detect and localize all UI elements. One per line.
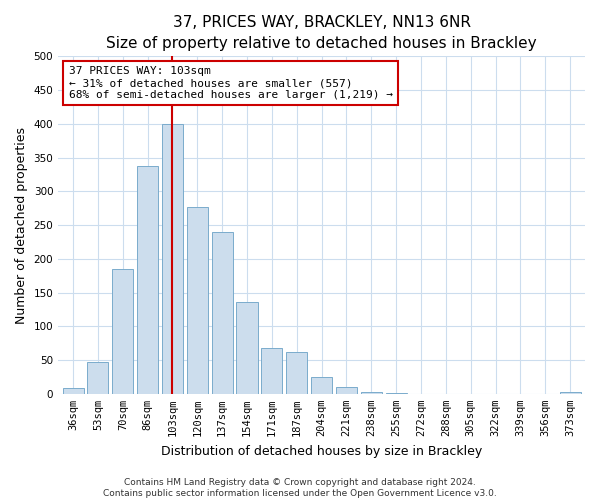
Text: Contains HM Land Registry data © Crown copyright and database right 2024.
Contai: Contains HM Land Registry data © Crown c… [103, 478, 497, 498]
X-axis label: Distribution of detached houses by size in Brackley: Distribution of detached houses by size … [161, 444, 482, 458]
Bar [286, 352, 307, 394]
Bar [361, 392, 382, 394]
Bar [262, 348, 283, 394]
Bar [162, 124, 183, 394]
Bar [236, 302, 257, 394]
Bar [88, 362, 109, 394]
Bar [311, 377, 332, 394]
Bar [137, 166, 158, 394]
Title: 37, PRICES WAY, BRACKLEY, NN13 6NR
Size of property relative to detached houses : 37, PRICES WAY, BRACKLEY, NN13 6NR Size … [106, 15, 537, 51]
Bar [187, 207, 208, 394]
Text: 37 PRICES WAY: 103sqm
← 31% of detached houses are smaller (557)
68% of semi-det: 37 PRICES WAY: 103sqm ← 31% of detached … [69, 66, 393, 100]
Bar [560, 392, 581, 394]
Bar [62, 388, 83, 394]
Bar [336, 387, 357, 394]
Bar [212, 232, 233, 394]
Bar [386, 393, 407, 394]
Y-axis label: Number of detached properties: Number of detached properties [15, 126, 28, 324]
Bar [112, 269, 133, 394]
